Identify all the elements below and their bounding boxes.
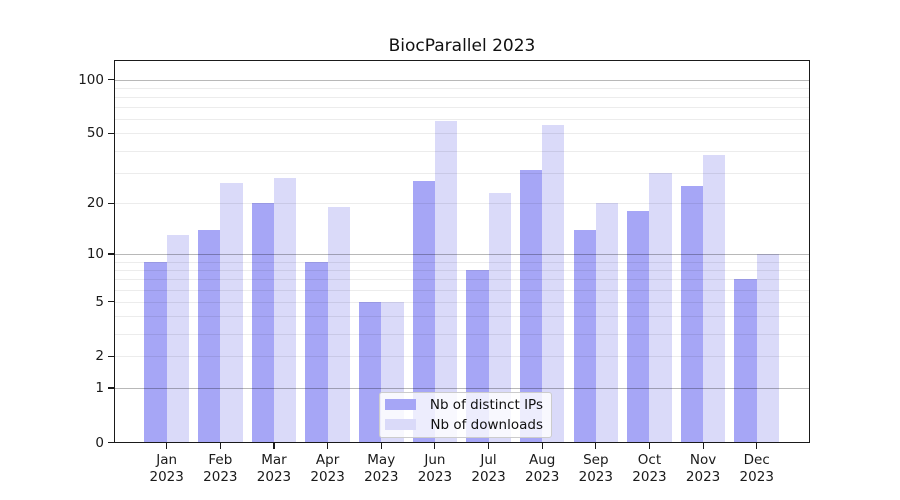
x-tick-mark xyxy=(487,442,490,449)
gridline-20 xyxy=(114,203,810,205)
y-tick-mark xyxy=(108,79,114,81)
legend-label: Nb of distinct IPs xyxy=(429,396,543,413)
x-tick-label-may: May 2023 xyxy=(364,451,399,486)
gridline-9 xyxy=(114,261,810,263)
y-tick-mark xyxy=(108,441,114,444)
x-tick-mark xyxy=(756,442,758,449)
bar-downloads-feb xyxy=(220,183,243,443)
bar-distinct-ips-mar xyxy=(251,203,274,443)
bar-downloads-aug xyxy=(542,124,565,443)
y-tick-label: 1 xyxy=(95,380,104,396)
legend-label: Nb of downloads xyxy=(430,416,543,433)
x-tick-mark xyxy=(648,442,651,449)
bar-downloads-nov xyxy=(703,154,726,443)
legend: Nb of distinct IPs Nb of downloads xyxy=(379,392,552,438)
x-tick-mark xyxy=(702,442,704,449)
x-tick-label-oct: Oct 2023 xyxy=(632,451,667,486)
gridline-5 xyxy=(114,301,810,303)
bar-downloads-jan xyxy=(166,235,189,443)
y-tick-mark xyxy=(108,132,114,135)
x-tick-mark xyxy=(380,442,382,449)
bar-downloads-mar xyxy=(273,177,297,443)
bar-downloads-apr xyxy=(327,207,350,443)
gridline-100 xyxy=(114,79,810,81)
bar-downloads-oct xyxy=(649,172,672,443)
bar-distinct-ips-apr xyxy=(305,261,328,443)
gridline-60 xyxy=(114,119,810,121)
gridline-2 xyxy=(114,356,810,358)
bar-distinct-ips-nov xyxy=(680,186,704,443)
x-tick-label-jul: Jul 2023 xyxy=(471,451,506,486)
x-tick-label-dec: Dec 2023 xyxy=(739,451,774,486)
y-tick-mark xyxy=(108,355,114,357)
bar-distinct-ips-aug xyxy=(519,170,543,443)
y-tick-label: 10 xyxy=(86,246,104,262)
y-tick-label: 20 xyxy=(86,195,104,212)
gridline-4 xyxy=(114,315,810,317)
legend-item-downloads: Nb of downloads xyxy=(385,417,543,433)
y-tick-label: 100 xyxy=(78,71,104,88)
x-tick-label-jan: Jan 2023 xyxy=(149,451,184,486)
x-tick-mark xyxy=(327,442,329,449)
x-tick-mark xyxy=(273,442,275,449)
gridline-7 xyxy=(114,279,810,281)
x-tick-label-aug: Aug 2023 xyxy=(524,451,560,486)
bar-distinct-ips-dec xyxy=(734,279,757,443)
bar-downloads-dec xyxy=(756,254,780,443)
gridline-80 xyxy=(114,97,810,99)
y-tick-label: 0 xyxy=(95,434,104,451)
legend-swatch-downloads xyxy=(385,419,416,431)
y-tick-mark xyxy=(108,301,114,303)
y-tick-mark xyxy=(108,253,114,255)
y-tick-label: 5 xyxy=(95,293,104,310)
x-tick-label-nov: Nov 2023 xyxy=(685,451,721,486)
y-tick-mark xyxy=(108,387,114,389)
bar-distinct-ips-may xyxy=(358,301,382,443)
bar-downloads-sep xyxy=(595,203,619,443)
gridline-6 xyxy=(114,289,810,291)
bar-distinct-ips-jan xyxy=(144,261,167,443)
y-tick-label: 50 xyxy=(86,125,104,142)
gridline-30 xyxy=(114,172,810,174)
bar-distinct-ips-feb xyxy=(198,229,221,443)
bar-distinct-ips-oct xyxy=(627,211,650,443)
x-tick-mark xyxy=(541,442,543,449)
x-tick-label-feb: Feb 2023 xyxy=(203,451,238,486)
y-tick-label: 2 xyxy=(95,348,104,365)
gridline-1 xyxy=(114,388,810,389)
gridline-50 xyxy=(114,133,810,135)
x-tick-label-jun: Jun 2023 xyxy=(417,451,453,486)
bar-distinct-ips-jun xyxy=(412,180,435,443)
x-tick-mark xyxy=(219,442,221,449)
bar-downloads-jun xyxy=(434,120,458,443)
gridline-70 xyxy=(114,107,810,109)
x-tick-mark xyxy=(595,442,597,449)
gridline-90 xyxy=(114,87,810,89)
x-tick-mark xyxy=(434,442,436,449)
gridline-8 xyxy=(114,269,810,271)
bar-downloads-jul xyxy=(488,192,511,443)
legend-item-distinct-ips: Nb of distinct IPs xyxy=(385,397,543,413)
x-tick-label-sep: Sep 2023 xyxy=(578,451,613,486)
x-tick-mark xyxy=(166,442,168,449)
plot-area xyxy=(114,60,810,443)
x-tick-label-apr: Apr 2023 xyxy=(310,451,345,486)
gridline-10 xyxy=(114,254,810,255)
legend-swatch-distinct-ips xyxy=(385,399,416,411)
bar-distinct-ips-sep xyxy=(573,229,596,443)
gridline-40 xyxy=(114,150,810,152)
x-tick-label-mar: Mar 2023 xyxy=(256,451,292,486)
y-tick-mark xyxy=(108,202,114,204)
chart-title: BiocParallel 2023 xyxy=(388,36,536,56)
gridline-3 xyxy=(114,333,810,335)
